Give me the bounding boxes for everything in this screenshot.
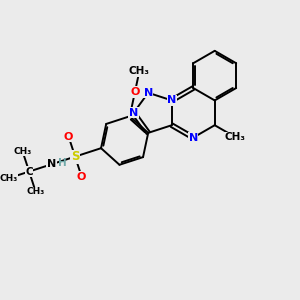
Text: CH₃: CH₃ [225, 132, 246, 142]
Text: S: S [71, 150, 80, 163]
Text: CH₃: CH₃ [26, 187, 45, 196]
Text: N: N [47, 159, 56, 169]
Text: O: O [130, 87, 140, 97]
Text: C: C [25, 167, 33, 177]
Text: N: N [167, 95, 176, 105]
Text: CH₃: CH₃ [14, 147, 32, 156]
Text: O: O [77, 172, 86, 182]
Text: O: O [64, 132, 73, 142]
Text: CH₃: CH₃ [0, 174, 18, 183]
Text: CH₃: CH₃ [129, 66, 150, 76]
Text: H: H [58, 158, 67, 168]
Text: N: N [144, 88, 153, 98]
Text: N: N [189, 133, 198, 142]
Text: N: N [129, 108, 138, 118]
